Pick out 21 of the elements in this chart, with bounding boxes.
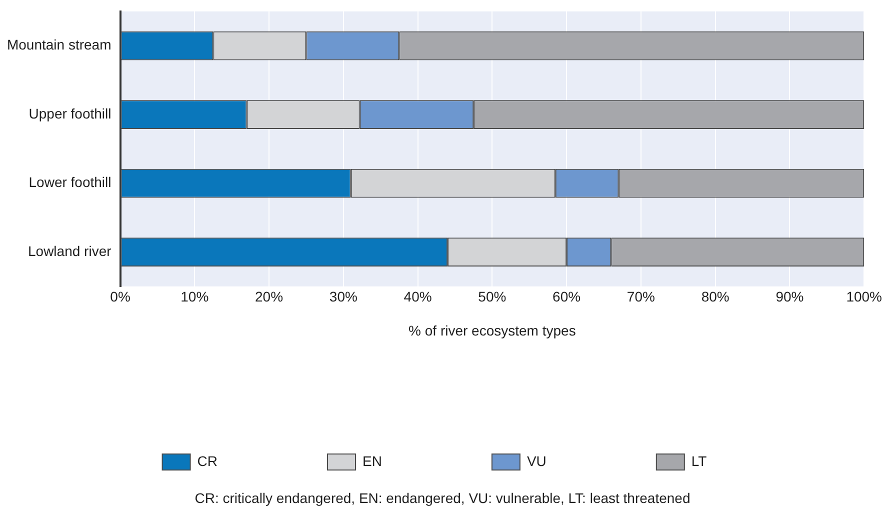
legend-label: CR	[197, 452, 218, 469]
legend-label: LT	[691, 452, 708, 469]
text: CR: critically endangered, EN: endangered, VU: vulnerable, LT: least threatened	[194, 490, 692, 506]
x-tick-label: 20%	[255, 288, 284, 305]
x-tick-label: 40%	[404, 288, 432, 305]
x-tick-label: 80%	[701, 288, 730, 305]
x-tick-label: 100%	[846, 288, 882, 305]
y-tick-label: Upper foothill	[28, 105, 112, 122]
x-tick-label: 60%	[552, 288, 581, 305]
x-axis-title: % of river ecosystem types	[408, 322, 576, 338]
y-tick-label: Mountain stream	[6, 36, 112, 53]
y-tick-label: Lower foothill	[28, 174, 112, 190]
x-tick-label: 90%	[776, 288, 804, 305]
legend-label: VU	[526, 452, 546, 469]
x-tick-label: 0%	[110, 288, 130, 305]
y-tick-label: Lowland river	[28, 242, 112, 259]
x-tick-label: 10%	[180, 288, 209, 305]
x-tick-label: 30%	[329, 288, 358, 305]
x-tick-label: 50%	[478, 288, 506, 305]
legend-label: EN	[362, 452, 382, 469]
x-tick-label: 70%	[626, 288, 655, 305]
